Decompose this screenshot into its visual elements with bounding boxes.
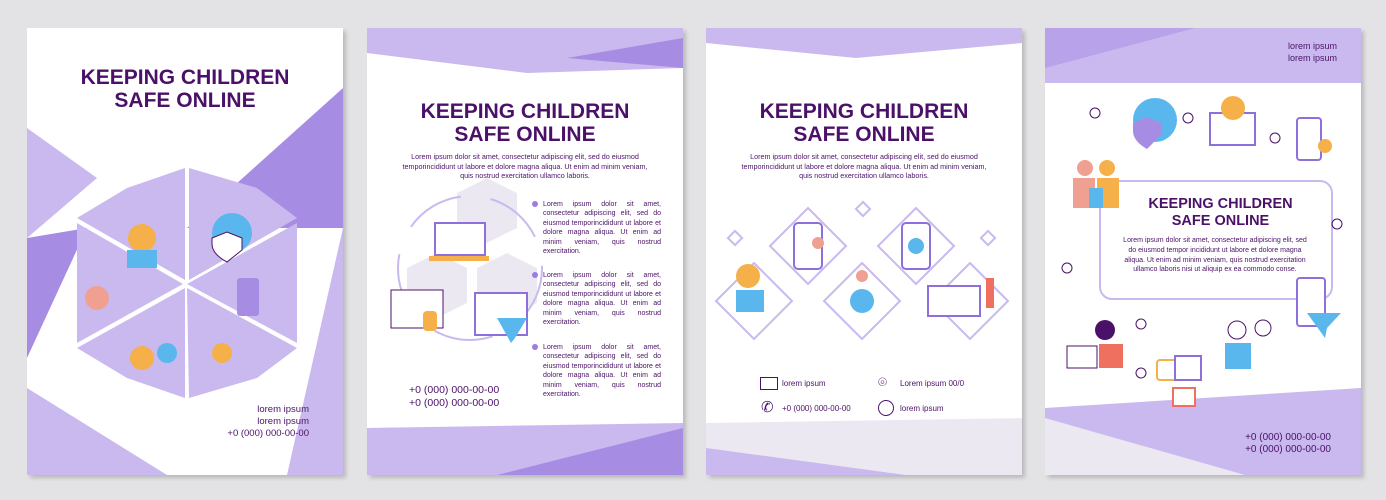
page2-title: KEEPING CHILDREN SAFE ONLINE: [367, 100, 683, 146]
bullet-item: Lorem ipsum dolor sit amet, consectetur …: [532, 201, 661, 256]
header-text: lorem ipsum: [1287, 53, 1337, 63]
page2-intro: Lorem ipsum dolor sit amet, consectetur …: [402, 152, 648, 181]
page2-phones: +0 (000) 000-00-00 +0 (000) 000-00-00: [409, 384, 499, 410]
title-line: SAFE ONLINE: [114, 89, 256, 112]
contact-phone: +0 (000) 000-00-00: [782, 404, 851, 413]
page3-intro: Lorem ipsum dolor sit amet, consectetur …: [741, 152, 987, 181]
page3-title: KEEPING CHILDREN SAFE ONLINE: [706, 100, 1022, 146]
brochure-page-4: lorem ipsum lorem ipsum KEEPING CHILDREN…: [1045, 28, 1361, 475]
mail-icon: [760, 377, 778, 390]
bullet-item: Lorem ipsum dolor sit amet, consectetur …: [532, 272, 661, 327]
page4-intro: Lorem ipsum dolor sit amet, consectetur …: [1123, 237, 1307, 274]
footer-text: lorem ipsum: [257, 416, 309, 427]
page2-background-shapes: [367, 28, 683, 475]
contact-email: lorem ipsum: [782, 379, 826, 388]
cover-background-shapes: [27, 88, 343, 475]
footer-text: lorem ipsum: [257, 404, 309, 415]
page3-background-shapes: [706, 28, 1022, 475]
brochure-page-2: KEEPING CHILDREN SAFE ONLINE Lorem ipsum …: [367, 28, 683, 475]
title-line: KEEPING CHILDREN: [1148, 196, 1293, 212]
phone-icon: ✆: [761, 399, 774, 416]
phone-number: +0 (000) 000-00-00: [409, 384, 500, 396]
phone-number: +0 (000) 000-00-00: [409, 397, 500, 409]
cover-footer: lorem ipsum lorem ipsum +0 (000) 000-00-…: [227, 404, 309, 440]
location-pin-icon: ⌾: [878, 374, 888, 391]
title-line: SAFE ONLINE: [454, 123, 596, 146]
page4-title: KEEPING CHILDREN SAFE ONLINE: [1115, 196, 1326, 230]
title-line: KEEPING CHILDREN: [759, 100, 969, 123]
title-line: SAFE ONLINE: [793, 123, 935, 146]
page4-phones: +0 (000) 000-00-00 +0 (000) 000-00-00: [1245, 432, 1331, 456]
phone-number: +0 (000) 000-00-00: [1245, 444, 1331, 455]
contact-web: lorem ipsum: [900, 404, 944, 413]
header-text: lorem ipsum: [1287, 41, 1337, 51]
page4-header: lorem ipsum lorem ipsum: [1288, 40, 1337, 64]
page4-background-shapes: [1045, 28, 1361, 475]
title-line: KEEPING CHILDREN: [80, 66, 290, 89]
brochure-page-cover: KEEPING CHILDREN SAFE ONLINE lorem ipsum …: [27, 28, 343, 475]
cover-title: KEEPING CHILDREN SAFE ONLINE: [27, 66, 343, 112]
phone-number: +0 (000) 000-00-00: [1245, 432, 1331, 443]
footer-phone: +0 (000) 000-00-00: [227, 428, 309, 439]
title-line: KEEPING CHILDREN: [420, 100, 630, 123]
globe-icon: [878, 400, 894, 416]
bullet-item: Lorem ipsum dolor sit amet, consectetur …: [532, 344, 661, 399]
title-line: SAFE ONLINE: [1171, 213, 1270, 229]
contact-location: Lorem ipsum 00/0: [900, 379, 965, 388]
brochure-page-3: KEEPING CHILDREN SAFE ONLINE Lorem ipsum …: [706, 28, 1022, 475]
